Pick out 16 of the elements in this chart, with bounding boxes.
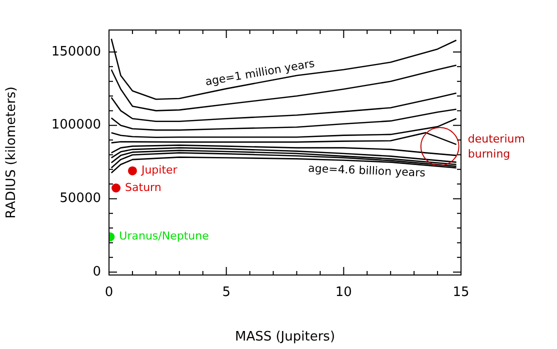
x-tick-label: 10 xyxy=(335,285,352,300)
x-tick-label: 0 xyxy=(104,285,114,300)
x-tick-label: 5 xyxy=(222,285,230,300)
series-label: Saturn xyxy=(125,180,162,194)
annotation: deuterium burning xyxy=(468,132,525,160)
annotation: age=1 million years xyxy=(204,56,316,88)
y-tick-label: 150000 xyxy=(51,44,101,60)
y-tick-label: 50000 xyxy=(60,191,101,206)
annotation: age=4.6 billion years xyxy=(308,162,426,180)
y-tick-label: 0 xyxy=(92,264,101,280)
y-axis-title: RADIUS (kilometers) xyxy=(4,86,20,218)
series-label: Jupiter xyxy=(140,164,178,177)
y-tick-label: 100000 xyxy=(51,118,101,133)
x-axis-title: MASS (Jupiters) xyxy=(234,330,336,345)
x-tick-label: 15 xyxy=(452,285,470,300)
series-label: Uranus/Neptune xyxy=(119,230,210,243)
